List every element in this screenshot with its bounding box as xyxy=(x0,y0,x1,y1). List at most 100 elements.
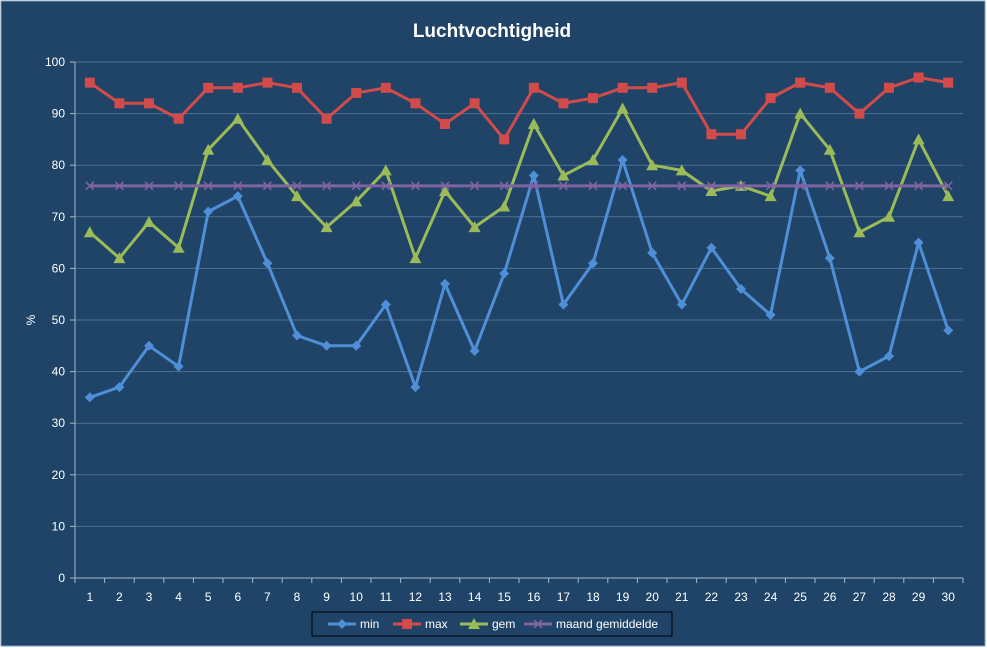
data-point-max xyxy=(913,72,924,83)
data-point-min xyxy=(884,351,894,362)
data-point-maand-gemiddelde-stroke xyxy=(470,181,480,191)
data-point-max xyxy=(588,93,598,104)
x-tick-label: 11 xyxy=(380,590,393,604)
data-point-min xyxy=(824,253,835,264)
data-point-min xyxy=(617,155,628,166)
data-point-maand-gemiddelde-stroke xyxy=(914,181,924,191)
x-tick-label: 14 xyxy=(468,590,482,604)
data-point-maand-gemiddelde xyxy=(85,181,95,191)
data-point-min xyxy=(292,330,302,341)
data-point-gem xyxy=(883,210,895,222)
data-point-maand-gemiddelde-stroke xyxy=(262,181,272,191)
data-point-gem xyxy=(942,190,955,202)
data-point-min xyxy=(440,278,450,289)
y-tick-label: 40 xyxy=(52,365,66,379)
data-point-max xyxy=(676,77,687,88)
data-point-maand-gemiddelde-stroke xyxy=(706,181,716,191)
data-point-maand-gemiddelde-stroke xyxy=(144,181,154,191)
data-point-maand-gemiddelde xyxy=(144,181,154,191)
data-point-maand-gemiddelde-stroke xyxy=(618,181,628,191)
data-point-min xyxy=(854,366,865,377)
x-tick-label: 8 xyxy=(294,590,301,604)
y-tick-label: 100 xyxy=(45,55,65,69)
data-point-min xyxy=(262,258,273,269)
y-tick-label: 30 xyxy=(52,416,66,430)
x-tick-label: 2 xyxy=(116,590,123,604)
series-max xyxy=(84,72,954,145)
legend-entry-maand-gemiddelde: maand gemiddelde xyxy=(524,617,658,631)
data-point-maand-gemiddelde xyxy=(529,181,539,191)
data-point-maand-gemiddelde-stroke xyxy=(854,181,864,191)
data-point-gem xyxy=(794,107,807,119)
data-point-maand-gemiddelde-stroke xyxy=(381,181,391,191)
data-point-min xyxy=(351,340,362,351)
legend-label: max xyxy=(425,617,448,631)
data-point-maand-gemiddelde-stroke xyxy=(677,181,687,191)
data-point-max xyxy=(854,108,865,119)
data-point-maand-gemiddelde xyxy=(351,181,361,191)
data-point-maand-gemiddelde-stroke xyxy=(588,181,598,191)
x-tick-label: 15 xyxy=(498,590,512,604)
data-point-gem xyxy=(113,252,126,264)
data-point-gem xyxy=(675,164,688,176)
data-point-maand-gemiddelde-stroke xyxy=(322,181,332,191)
x-tick-label: 29 xyxy=(912,590,926,604)
data-point-max xyxy=(440,118,450,129)
x-tick-label: 21 xyxy=(675,590,689,604)
legend-box xyxy=(311,611,673,637)
x-tick-label: 16 xyxy=(527,590,541,604)
data-point-max xyxy=(262,77,273,88)
data-point-maand-gemiddelde-stroke xyxy=(795,181,805,191)
data-point-min xyxy=(676,299,687,310)
data-point-max xyxy=(380,82,391,93)
data-point-maand-gemiddelde xyxy=(825,181,835,191)
data-point-min xyxy=(232,191,243,202)
data-point-max xyxy=(84,77,95,88)
series-gem xyxy=(83,102,955,264)
data-point-max xyxy=(351,87,362,98)
x-tick-label: 23 xyxy=(734,590,748,604)
x-tick-label: 3 xyxy=(146,590,153,604)
data-point-maand-gemiddelde xyxy=(884,181,894,191)
series-min xyxy=(84,155,954,403)
data-point-min xyxy=(528,170,539,181)
data-point-maand-gemiddelde xyxy=(588,181,598,191)
data-point-maand-gemiddelde-stroke xyxy=(529,181,539,191)
y-axis-label: % xyxy=(24,314,38,325)
x-tick-label: 12 xyxy=(409,590,423,604)
data-point-max xyxy=(114,98,125,109)
x-tick-label: 25 xyxy=(794,590,808,604)
data-point-min xyxy=(706,242,717,253)
data-point-max xyxy=(173,113,184,124)
data-point-maand-gemiddelde xyxy=(677,181,687,191)
data-point-gem xyxy=(172,241,185,253)
data-point-gem xyxy=(261,154,274,166)
data-point-gem xyxy=(705,185,718,196)
series-layer xyxy=(83,72,955,403)
data-point-min xyxy=(84,392,95,403)
x-tick-label: 27 xyxy=(853,590,867,604)
data-point-maand-gemiddelde xyxy=(174,181,184,191)
data-point-max xyxy=(736,129,746,140)
data-point-gem xyxy=(587,154,599,166)
x-tick-label: 6 xyxy=(234,590,241,604)
legend-swatch-marker xyxy=(337,619,347,629)
data-point-max xyxy=(647,82,658,93)
data-point-maand-gemiddelde xyxy=(795,181,805,191)
data-point-maand-gemiddelde xyxy=(558,181,568,191)
legend-swatch-marker-stroke xyxy=(533,619,543,629)
legend-label: min xyxy=(360,617,379,631)
data-point-gem xyxy=(468,221,481,233)
data-point-maand-gemiddelde-stroke xyxy=(884,181,894,191)
data-point-gem xyxy=(143,215,155,227)
y-tick-labels: 0 10 20 30 40 50 60 70 80 90 100 xyxy=(45,55,65,585)
data-point-maand-gemiddelde xyxy=(292,181,302,191)
data-point-maand-gemiddelde-stroke xyxy=(943,181,953,191)
legend-entry-gem: gem xyxy=(460,617,515,631)
data-point-gem xyxy=(498,200,511,212)
data-point-maand-gemiddelde-stroke xyxy=(85,181,95,191)
data-point-min xyxy=(588,258,598,269)
data-point-max xyxy=(558,98,569,109)
